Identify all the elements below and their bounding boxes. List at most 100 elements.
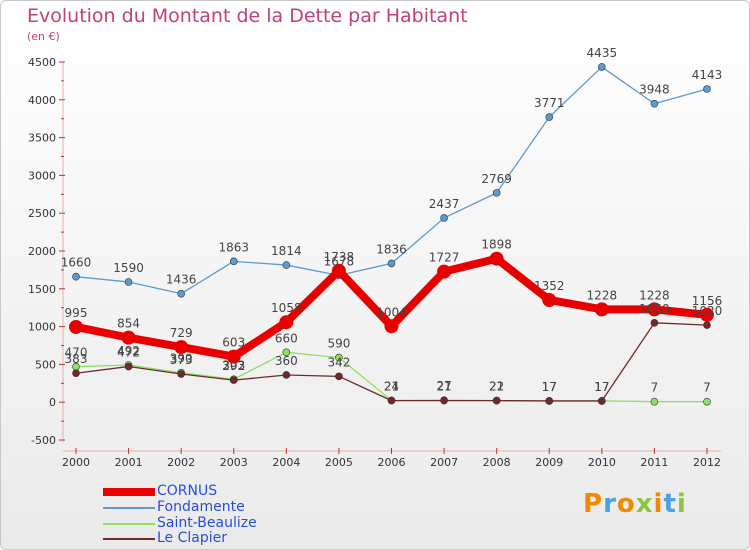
point-le-clapier <box>124 362 133 371</box>
legend-item-cornus: CORNUS <box>103 483 363 499</box>
x-tick-label: 2005 <box>325 456 353 469</box>
data-label-cornus: 1352 <box>534 279 565 293</box>
point-le-clapier <box>72 369 80 378</box>
y-tick-label: 2000 <box>28 245 56 258</box>
point-cornus <box>331 263 346 278</box>
x-tick-label: 2009 <box>535 456 563 469</box>
data-label-le-clapier: 17 <box>542 380 557 394</box>
x-tick-label: 2001 <box>115 456 143 469</box>
data-label-saint-beaulize: 492 <box>117 344 140 358</box>
point-cornus <box>121 330 136 345</box>
point-le-clapier <box>492 396 501 405</box>
data-label-le-clapier: 21 <box>436 380 451 394</box>
data-label-saint-beaulize: 660 <box>275 331 298 345</box>
point-cornus <box>542 292 557 307</box>
data-label-saint-beaulize: 470 <box>65 346 88 360</box>
point-cornus <box>174 340 189 355</box>
y-tick-label: 0 <box>49 396 56 409</box>
data-label-cornus: 1738 <box>324 250 355 264</box>
point-fondamente <box>650 99 659 108</box>
y-tick-label: 1000 <box>28 321 56 334</box>
data-label-saint-beaulize: 7 <box>651 381 659 395</box>
data-label-saint-beaulize: 17 <box>594 380 609 394</box>
data-label-saint-beaulize: 390 <box>170 352 193 366</box>
legend-swatch-cornus <box>103 488 155 496</box>
point-saint-beaulize <box>282 348 291 357</box>
data-label-fondamente: 1678 <box>324 254 355 268</box>
data-label-fondamente: 1863 <box>218 240 249 254</box>
data-label-cornus: 729 <box>170 326 193 340</box>
point-le-clapier <box>387 396 396 405</box>
legend-label-saint-beaulize: Saint-Beaulize <box>157 515 257 531</box>
x-tick-label: 2011 <box>640 456 668 469</box>
point-cornus <box>594 302 609 317</box>
data-label-le-clapier: 342 <box>327 355 350 369</box>
y-tick-label: 3500 <box>28 132 56 145</box>
point-fondamente <box>703 85 711 93</box>
data-label-saint-beaulize: 17 <box>542 380 557 394</box>
y-tick-label: 4000 <box>28 94 56 107</box>
data-label-fondamente: 1660 <box>61 256 92 270</box>
point-cornus <box>437 264 452 279</box>
data-label-cornus: 603 <box>222 336 245 350</box>
data-label-saint-beaulize: 24 <box>384 379 399 393</box>
data-label-cornus: 1156 <box>692 294 723 308</box>
data-label-saint-beaulize: 27 <box>436 379 451 393</box>
data-label-le-clapier: 21 <box>489 380 504 394</box>
data-label-fondamente: 4143 <box>692 68 723 82</box>
x-tick-label: 2010 <box>588 456 616 469</box>
chart-title: Evolution du Montant de la Dette par Hab… <box>27 5 468 27</box>
data-label-le-clapier: 292 <box>222 359 245 373</box>
data-label-fondamente: 1436 <box>166 273 197 287</box>
data-label-saint-beaulize: 22 <box>489 380 504 394</box>
point-fondamente <box>545 113 554 121</box>
x-tick-label: 2012 <box>693 456 721 469</box>
legend-swatch-fondamente <box>103 507 155 509</box>
point-le-clapier <box>650 319 659 327</box>
data-label-le-clapier: 360 <box>275 354 298 368</box>
point-le-clapier <box>545 397 554 405</box>
point-cornus <box>279 315 294 330</box>
point-saint-beaulize <box>703 397 711 406</box>
proxiti-logo: Proxiti <box>583 489 687 519</box>
point-cornus <box>226 349 241 364</box>
y-tick-label: 2500 <box>28 207 56 220</box>
data-label-cornus: 995 <box>65 306 88 320</box>
point-fondamente <box>72 272 80 281</box>
data-label-fondamente: 1836 <box>376 242 407 256</box>
point-le-clapier <box>229 376 238 384</box>
y-tick-label: -500 <box>31 434 56 447</box>
point-fondamente <box>124 278 133 286</box>
point-fondamente <box>177 289 185 298</box>
point-saint-beaulize <box>650 397 659 406</box>
data-label-fondamente: 4435 <box>587 46 618 60</box>
legend-swatch-le-clapier <box>103 538 155 540</box>
y-tick-label: 4500 <box>28 56 56 69</box>
point-fondamente <box>440 214 448 222</box>
data-label-cornus: 1898 <box>481 238 512 252</box>
point-cornus <box>489 251 504 266</box>
point-cornus <box>647 302 662 317</box>
point-cornus <box>69 319 83 334</box>
x-tick-label: 2002 <box>167 456 195 469</box>
legend-label-le-clapier: Le Clapier <box>157 530 228 546</box>
point-fondamente <box>598 63 606 71</box>
data-label-saint-beaulize: 7 <box>703 381 711 395</box>
data-label-le-clapier: 21 <box>384 380 399 394</box>
data-label-cornus: 1058 <box>271 301 302 315</box>
y-tick-label: 3000 <box>28 169 56 182</box>
data-label-le-clapier: 17 <box>594 380 609 394</box>
legend-item-fondamente: Fondamente <box>103 499 363 515</box>
x-tick-label: 2008 <box>483 456 511 469</box>
data-label-fondamente: 3771 <box>534 96 565 110</box>
y-tick-label: 500 <box>35 358 56 371</box>
point-le-clapier <box>440 396 448 405</box>
x-tick-label: 2004 <box>272 456 300 469</box>
point-fondamente <box>282 261 291 269</box>
point-le-clapier <box>335 372 343 381</box>
point-fondamente <box>492 189 501 197</box>
data-label-fondamente: 1590 <box>113 261 144 275</box>
data-label-le-clapier: 383 <box>65 352 88 366</box>
